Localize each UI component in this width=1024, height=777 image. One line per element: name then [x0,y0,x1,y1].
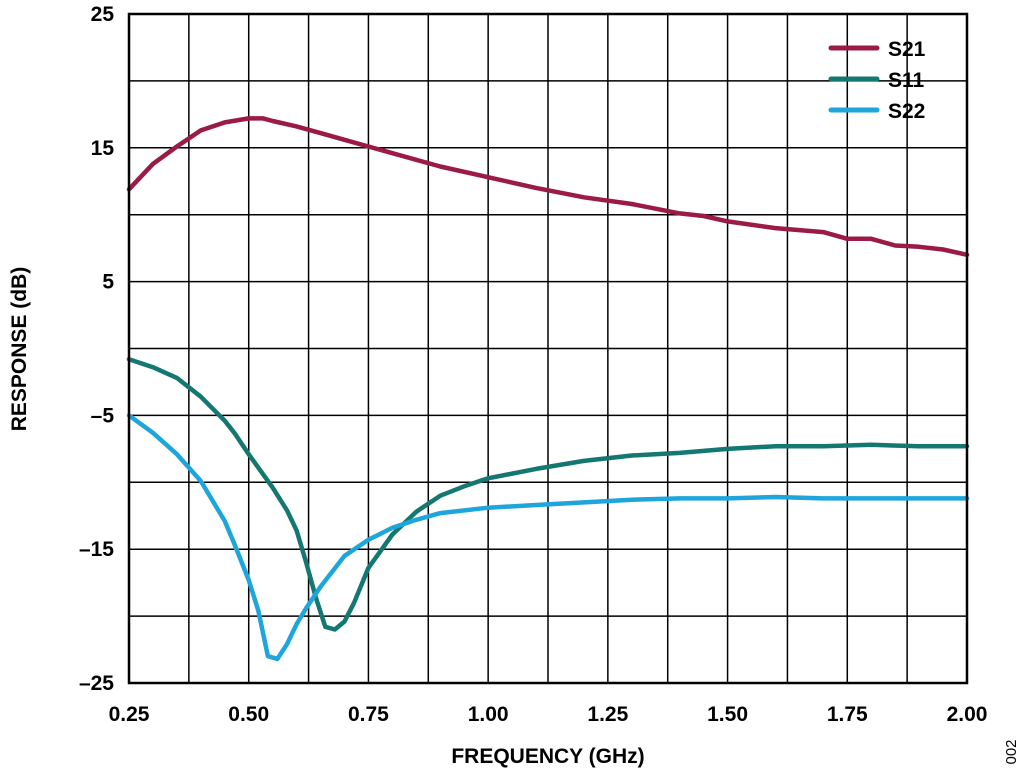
y-tick-label: 5 [102,271,114,294]
y-axis-title: RESPONSE (dB) [8,267,31,432]
x-tick-label: 0.50 [228,703,269,726]
y-tick-label: –15 [79,538,114,561]
y-tick-label: 15 [91,137,115,160]
series-line-s21 [126,116,970,258]
grid [128,13,968,684]
figure-id: 002 [1003,739,1020,764]
legend-label-s22: S22 [888,100,925,123]
x-tick-label: 1.50 [707,703,748,726]
legend: S21 S11 S22 [828,38,926,123]
x-tick-label: 1.75 [827,703,868,726]
x-axis-title: FREQUENCY (GHz) [451,745,644,768]
x-tick-label: 2.00 [947,703,988,726]
y-tick-label: 25 [91,3,115,26]
legend-label-s21: S21 [888,38,926,61]
series-line-s22 [126,413,970,662]
x-tick-label: 1.00 [468,703,509,726]
x-tick-label: 0.25 [109,703,150,726]
legend-label-s11: S11 [888,69,925,92]
plot-frame [127,12,969,685]
x-tick-label: 0.75 [348,703,389,726]
x-tick-label: 1.25 [587,703,628,726]
y-tick-label: –25 [79,672,114,695]
series-line-s11 [126,356,970,632]
y-tick-label: –5 [91,404,115,427]
series-group [126,116,970,662]
x-tick-labels: 0.25 0.50 0.75 1.00 1.25 1.50 1.75 2.00 [109,703,988,726]
y-tick-labels: 25 15 5 –5 –15 –25 [79,3,114,695]
